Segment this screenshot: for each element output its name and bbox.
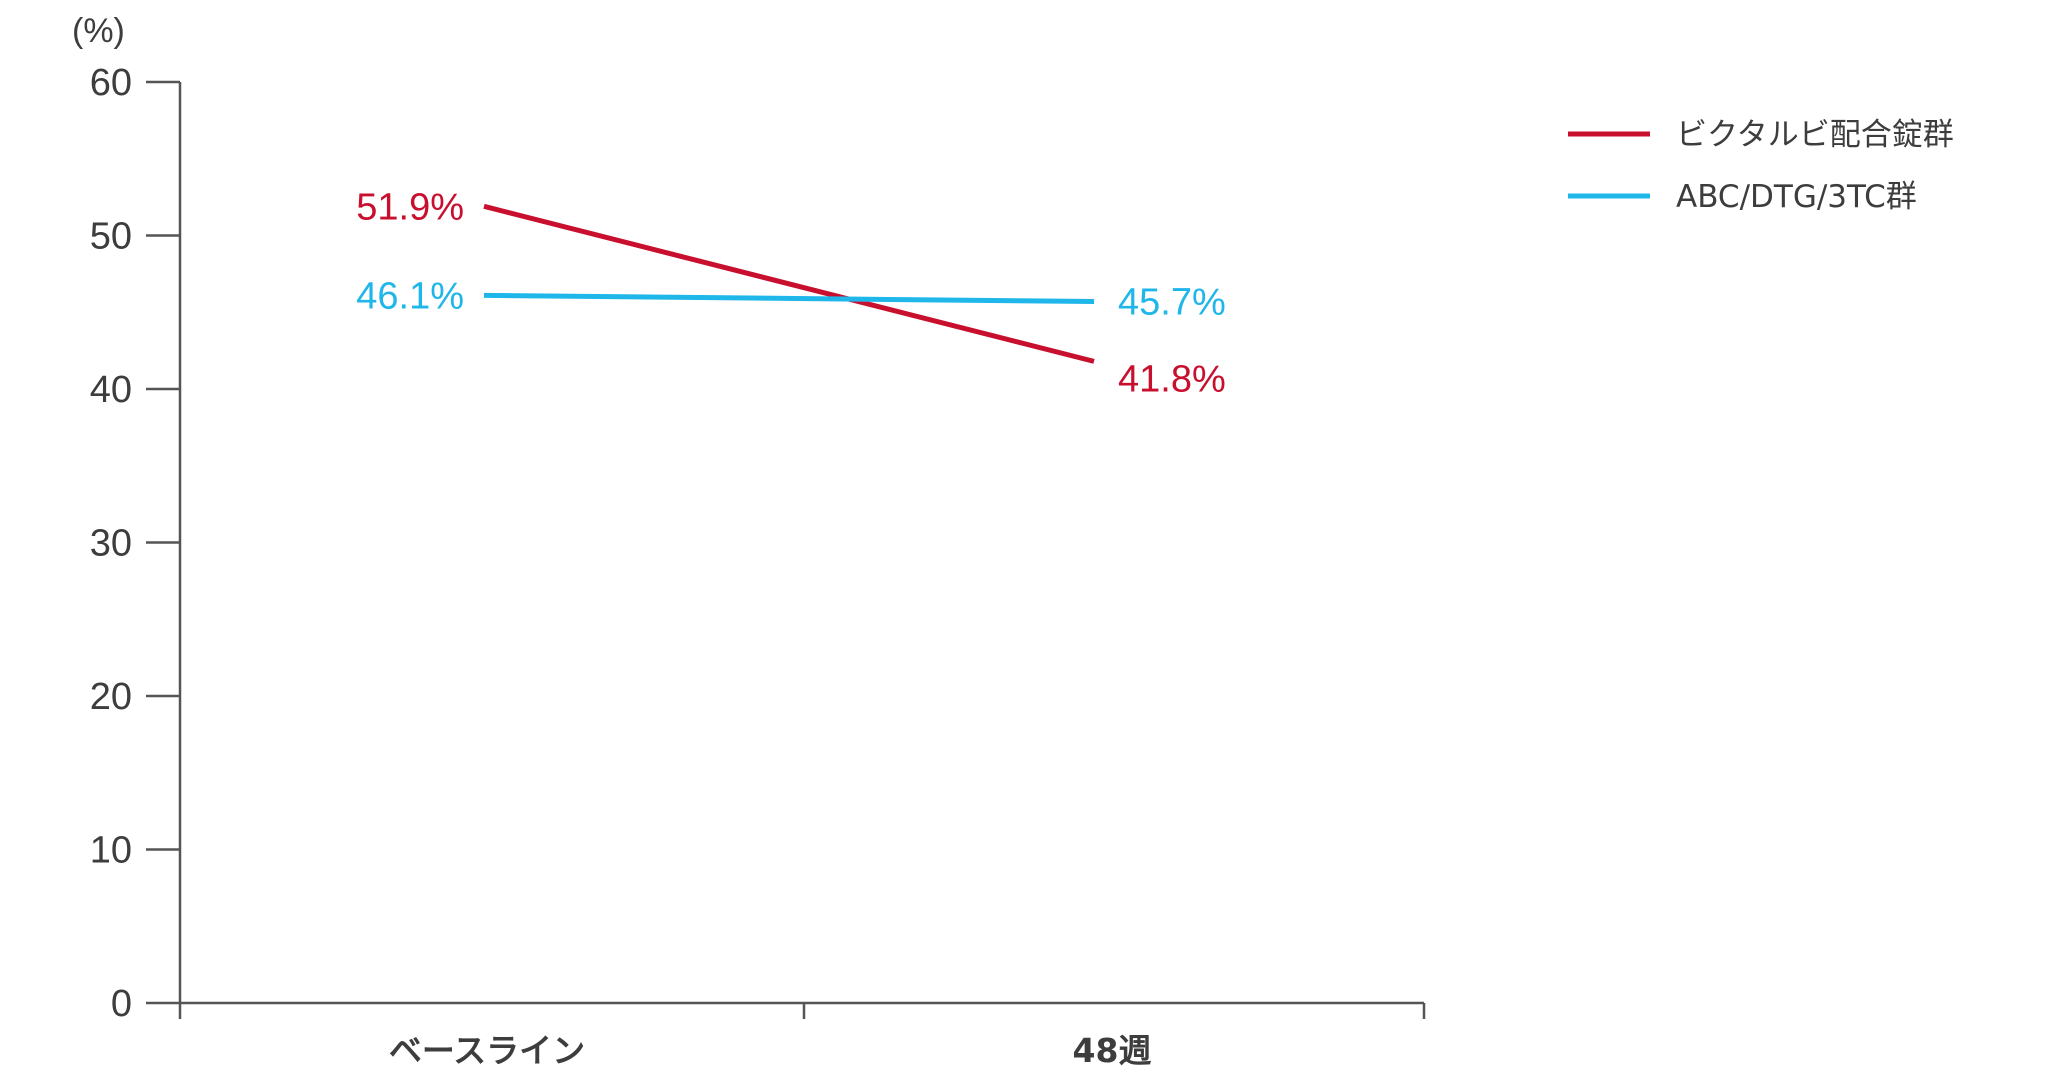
- data-label-series0-0: 51.9%: [356, 186, 464, 228]
- y-tick-label-50: 50: [90, 216, 132, 258]
- legend-label-1: ABC/DTG/3TC群: [1676, 179, 1917, 215]
- series-line-0: [483, 203, 1095, 364]
- data-label-series1-1: 45.7%: [1118, 282, 1226, 324]
- legend: ビクタルビ配合錠群 ABC/DTG/3TC群: [1568, 117, 1954, 215]
- y-tick-label-30: 30: [90, 523, 132, 565]
- series-lines: [483, 203, 1095, 364]
- legend-label-0: ビクタルビ配合錠群: [1676, 117, 1954, 153]
- y-tick-label-10: 10: [90, 830, 132, 872]
- y-tick-label-40: 40: [90, 369, 132, 411]
- x-category-label-1: 48週: [1073, 1031, 1152, 1070]
- data-label-series1-0: 46.1%: [356, 275, 464, 317]
- data-label-series0-1: 41.8%: [1118, 358, 1226, 400]
- y-axis-ticks: 0 10 20 30 40 50 60: [90, 62, 180, 1025]
- y-tick-label-60: 60: [90, 62, 132, 104]
- series-line-1: [483, 292, 1095, 305]
- y-tick-label-0: 0: [111, 983, 132, 1025]
- x-category-label-0: ベースライン: [389, 1031, 585, 1070]
- y-axis-unit-label: (%): [72, 12, 125, 50]
- x-axis-categories: ベースライン 48週: [389, 1031, 1152, 1070]
- data-labels: 51.9% 41.8% 46.1% 45.7%: [356, 186, 1226, 400]
- y-tick-label-20: 20: [90, 676, 132, 718]
